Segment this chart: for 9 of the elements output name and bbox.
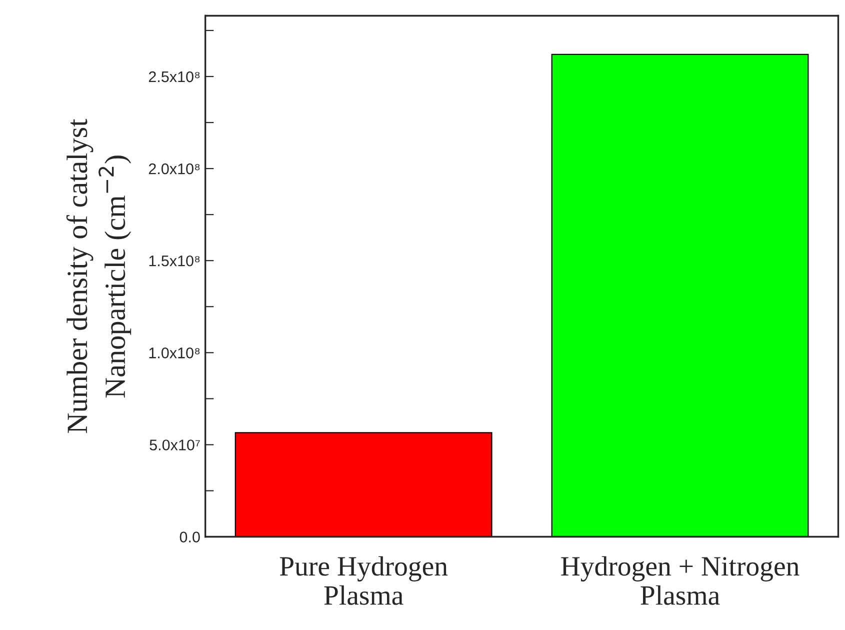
y-tick-label: 1.5x10⁸ (149, 255, 200, 266)
y-tick-label: 2.0x10⁸ (148, 163, 200, 174)
x-tick-label: Hydrogen + Nitrogen Plasma (561, 556, 800, 605)
y-tick-label: 2.5x10⁸ (148, 71, 200, 82)
y-tick-label: 1.0x10⁸ (149, 348, 200, 358)
y-tick-label: 5.0x10⁷ (150, 440, 200, 450)
y-tick-label: 0.0 (180, 532, 200, 542)
y-axis-title: Number density of catalyst Nanoparticle (cm$^{−2}$) (66, 118, 132, 433)
x-tick-label: Pure Hydrogen Plasma (280, 556, 448, 605)
